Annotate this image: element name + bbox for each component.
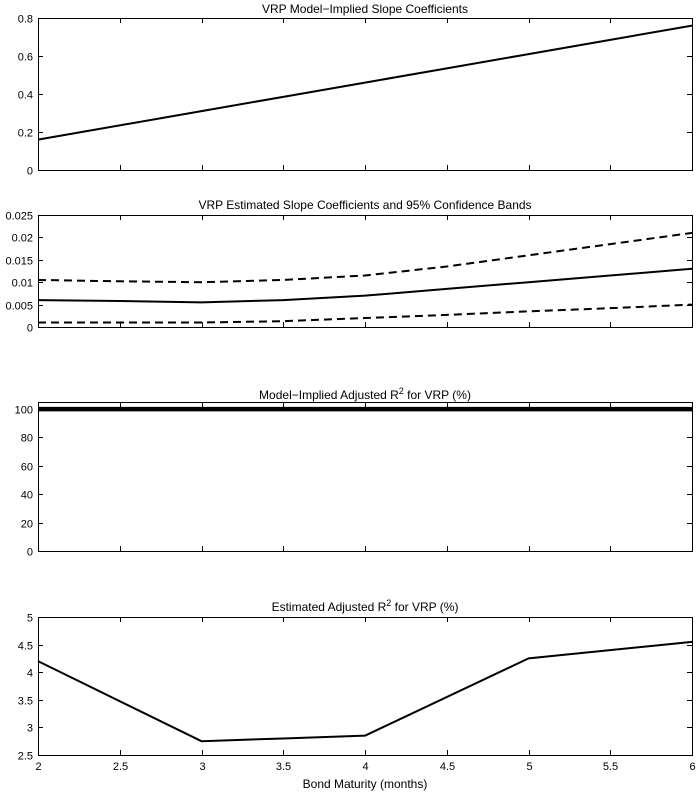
svg-text:0.005: 0.005 bbox=[5, 301, 33, 313]
svg-text:2: 2 bbox=[35, 761, 41, 773]
subplot-model-implied-slope: 0 0.2 0.4 0.6 0.8 VRP Model−Implied Slope Co… bbox=[0, 0, 696, 190]
chart-canvas-model-implied-slope: 0 0.2 0.4 0.6 0.8 bbox=[18, 14, 693, 178]
svg-text:6: 6 bbox=[689, 761, 695, 773]
chart-title-text: VRP Estimated Slope Coefficients and 95%… bbox=[198, 198, 532, 212]
svg-text:2.5: 2.5 bbox=[113, 761, 128, 773]
svg-text:0.2: 0.2 bbox=[18, 128, 33, 140]
svg-text:0.4: 0.4 bbox=[18, 90, 33, 102]
svg-text:80: 80 bbox=[21, 433, 33, 445]
chart-canvas-estimated-slope: 0 0.005 0.01 0.015 0.02 0.025 bbox=[5, 211, 693, 335]
svg-text:3: 3 bbox=[27, 723, 33, 735]
svg-text:3.5: 3.5 bbox=[18, 696, 33, 708]
svg-text:4: 4 bbox=[27, 668, 33, 680]
subplot-estimated-r2: 2 2.5 3 3.5 4 4.5 5 5.5 6 2.5 3 3.5 4 4.5 5 Estimated … bbox=[0, 580, 696, 797]
chart-title-estimated-r2: Estimated Adjusted R2 for VRP (%) bbox=[38, 596, 692, 614]
svg-text:20: 20 bbox=[21, 519, 33, 531]
chart-title-text-suffix: for VRP (%) bbox=[391, 600, 459, 614]
svg-text:3.5: 3.5 bbox=[276, 761, 291, 773]
chart-title-superscript: 2 bbox=[386, 598, 392, 608]
svg-text:4.5: 4.5 bbox=[440, 761, 455, 773]
chart-title-model-implied-slope: VRP Model−Implied Slope Coefficients bbox=[38, 2, 692, 16]
svg-text:0.6: 0.6 bbox=[18, 52, 33, 64]
chart-canvas-estimated-r2: 2 2.5 3 3.5 4 4.5 5 5.5 62.533.544.55 bbox=[18, 613, 696, 774]
chart-title-superscript: 2 bbox=[398, 386, 404, 396]
subplot-model-implied-r2: 0 20 40 60 80 100 Model−Implied Adjusted R2 f… bbox=[0, 378, 696, 574]
svg-text:3: 3 bbox=[199, 761, 205, 773]
svg-text:0: 0 bbox=[27, 323, 33, 335]
chart-canvas-model-implied-r2: 0 20 40 60 80 100 bbox=[15, 402, 693, 559]
svg-text:0.8: 0.8 bbox=[18, 14, 33, 26]
chart-title-text-prefix: Estimated Adjusted R bbox=[271, 600, 387, 614]
chart-title-text: VRP Model−Implied Slope Coefficients bbox=[261, 2, 468, 16]
svg-text:0.01: 0.01 bbox=[12, 278, 33, 290]
chart-title-model-implied-r2: Model−Implied Adjusted R2 for VRP (%) bbox=[38, 384, 692, 402]
svg-text:100: 100 bbox=[15, 405, 33, 417]
svg-text:5: 5 bbox=[526, 761, 532, 773]
svg-text:4.5: 4.5 bbox=[18, 641, 33, 653]
svg-text:60: 60 bbox=[21, 462, 33, 474]
subplot-estimated-slope: 0 0.005 0.01 0.015 0.02 0.025 VRP Estimated S… bbox=[0, 196, 696, 346]
svg-text:4: 4 bbox=[362, 761, 368, 773]
svg-text:0: 0 bbox=[27, 166, 33, 178]
svg-text:2.5: 2.5 bbox=[18, 751, 33, 763]
svg-text:0: 0 bbox=[27, 547, 33, 559]
chart-title-text-prefix: Model−Implied Adjusted R bbox=[259, 388, 399, 402]
svg-text:0.025: 0.025 bbox=[5, 211, 33, 223]
svg-text:5.5: 5.5 bbox=[603, 761, 618, 773]
chart-title-estimated-slope: VRP Estimated Slope Coefficients and 95%… bbox=[38, 198, 692, 212]
svg-text:0.015: 0.015 bbox=[5, 256, 33, 268]
svg-text:40: 40 bbox=[21, 490, 33, 502]
chart-title-text-suffix: for VRP (%) bbox=[403, 388, 471, 402]
svg-text:5: 5 bbox=[27, 613, 33, 625]
svg-text:0.02: 0.02 bbox=[12, 233, 33, 245]
x-axis-label: Bond Maturity (months) bbox=[302, 777, 428, 791]
